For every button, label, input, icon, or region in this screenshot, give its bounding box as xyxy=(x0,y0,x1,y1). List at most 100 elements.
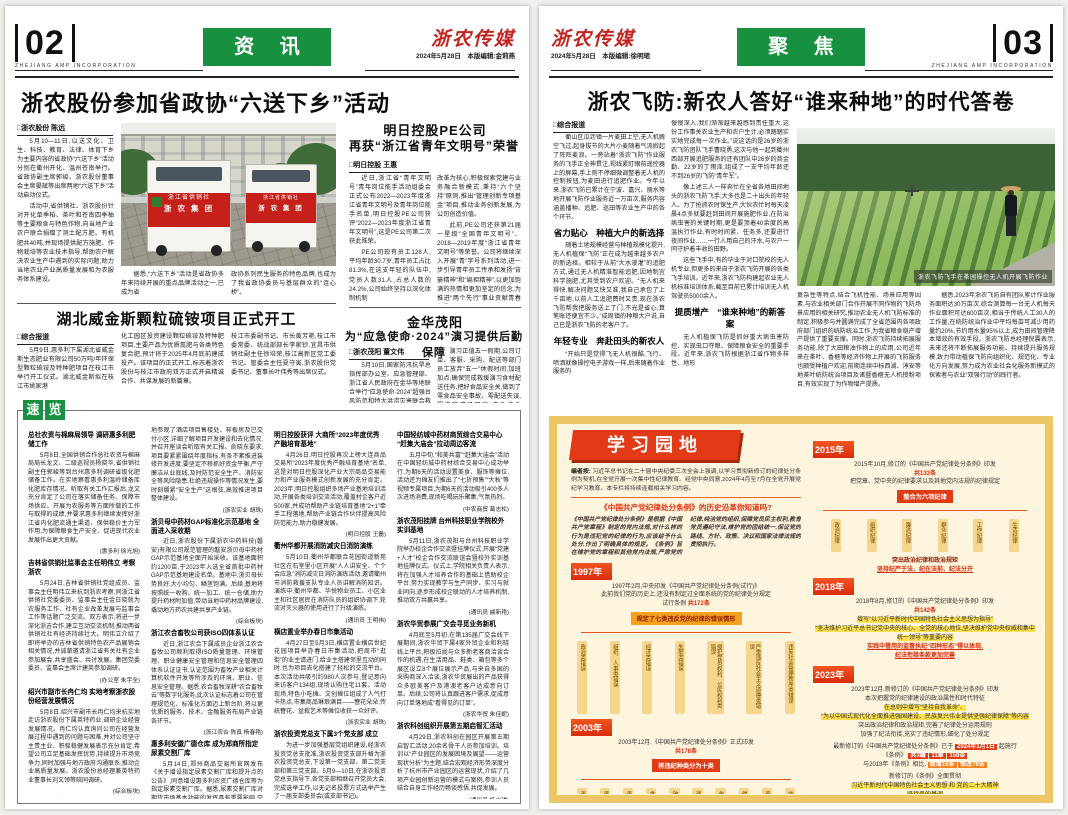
person-head xyxy=(1008,190,1014,196)
person-body xyxy=(1005,195,1017,217)
brief-item: 浙江农合畜牧公司获ISO四体系认证 近日,浙江农合下属成员企业浙江农合畜牧公司顺… xyxy=(151,630,263,736)
timeline-category-box: 失职、渎职行为 xyxy=(715,788,726,794)
timeline-line: 本次把握党的纪律建设的政治属性和时代特征 xyxy=(864,696,985,703)
count-chip: 158条 xyxy=(947,753,968,760)
truck-wheel xyxy=(211,245,222,256)
timeline-category-box: 违反社会管理秩序类错误 xyxy=(784,640,795,714)
brief-body: 地参观了酒店项目售楼处、样板房及已交付小区,详细了解项目开发建设和去化情况,并召… xyxy=(151,428,263,503)
banner-line2: 浙 农 集 团 xyxy=(163,203,215,213)
timeline-line: 2023年12月,新修订的《中国共产党纪律处分条例》印发 xyxy=(851,687,999,694)
brief-item: 浙贝母中药材GAP标准化示范基地 全面进入采收期 近日,浙农股份下属浙农中药科技… xyxy=(151,519,263,625)
timeline-category-box: 失职类错误 xyxy=(674,640,685,714)
brief-body: 4月底至5月初,在第135届广交会线下展期间,浙农华贸下属4家外贸企业和利晓线上… xyxy=(397,632,509,707)
briefs-label-char: 览 xyxy=(45,400,65,420)
brief-body: 5月10日,衢州华都联合花园街道新苑社区在石室里小区开展“人人讲安全、个个会应急… xyxy=(274,555,386,613)
brief-item: 横店置业举办春日市集活动 4月27日至5月3日,横店置业横店世纪花园项目举办春日… xyxy=(274,629,386,727)
year-tag-2003: 2003年 xyxy=(571,718,613,736)
timeline-line: 1997年2月,中央印发《中国共产党纪律处分条例(试行)》 xyxy=(611,583,761,590)
timeline-category-box: 生活纪律 xyxy=(1008,519,1019,553)
study-corner-title: 学习园地 xyxy=(607,435,703,455)
dateline: 2024年5月28日 本版编辑:金莉燕 xyxy=(416,53,515,60)
article-title: 湖北威金斯颗粒硫铵项目正式开工 xyxy=(56,311,297,328)
count-chip: 共3编 xyxy=(908,753,928,760)
timeline-note-underlined: 坚持纪严于法、纪在法前、纪法分开 xyxy=(876,567,973,574)
section-tab: 聚 焦 xyxy=(737,28,865,66)
drone-pilot xyxy=(1001,186,1021,238)
article-column: 衢山区瓜沥镇一片麦田上空,无人机腾空飞过,起身拔节的大片小麦随着气流掀起了阵阵麦… xyxy=(553,134,665,412)
paragraph: 5月10—11日,以送文化、卫生、科技、教育、法律、体育下乡为主要内容的省政协“… xyxy=(17,138,114,200)
brief-item: 明日控股获评 大商所“2023年度优秀产融培育基地” 4月26日,明日控股再次上… xyxy=(274,432,386,538)
brief-signature: (浙农实业 胡珠) xyxy=(345,720,386,727)
timeline-line: 2018年8月,修订的《中国共产党纪律处分条例》印发 xyxy=(855,599,995,606)
article-column: 复杂性等特点,结合飞机性能、场景应用等因素,与农业相关部门合作开展不同作物的飞防… xyxy=(797,292,921,412)
brief-signature: (中农商贸 葛志松) xyxy=(462,506,509,513)
tea-field-photo: 浙农飞防飞手在茶园操控无人机开展飞防作业 xyxy=(797,128,1055,286)
building-roof xyxy=(121,123,336,136)
highlighted-text: 习近平新时代中国特色社会主义思想 和 党的二十大精神 xyxy=(851,783,999,790)
paragraph: 无人机植保飞防是抓好重大病虫害防控、实现虫口夺粮、保障粮食安全的重要手段。近年来… xyxy=(671,333,789,368)
brief-item: 中国轻纺城中药材商贸综合交易中心 “赶集大庙会”拉动周边客流 五月中旬,“和美共… xyxy=(397,432,509,513)
timeline-category-box: 违反财经纪律的行为 xyxy=(692,788,703,794)
byline: □明日控股 王惠 xyxy=(349,160,429,173)
year-tag-2018: 2018年 xyxy=(813,578,855,596)
timeline-category-box: 工作纪律 xyxy=(973,519,984,553)
paragraph: 政协系列民生服务的特色品牌,也成为了我省政协委员与基层群众的“连心桥”。 xyxy=(231,271,336,297)
dateline: 2024年5月28日 本版编辑:徐明珺 xyxy=(551,53,650,60)
timeline-category-box: 违反政治纪律的行为 xyxy=(577,788,588,794)
person-legs xyxy=(1006,216,1016,236)
timeline-line: 加强了纪法衔接,充实了违纪情形,细化了处分规定 xyxy=(860,732,990,739)
paragraph: 近日,浙江省“青年文明号”青年岗位能手活动组委会正式公布2022—2023年度浙… xyxy=(349,175,431,246)
brief-signature: (通讯员 戚新艳) xyxy=(468,609,509,616)
brief-signature: (浙农实业 胡珠) xyxy=(222,507,263,514)
paragraph: 化工园区投资建设颗粒硫铵及特种肥项目,主要产品为优质氮肥与各类特色复合肥,预计将… xyxy=(121,333,224,386)
brief-body: 5月8日,全国供销合作总社农资与棉麻局局长龙文、二级巡视员杨晓华,省供销社副主任… xyxy=(28,452,140,544)
study-corner-ribbon: 学习园地 xyxy=(568,430,742,460)
timeline-category-box: 群众纪律 xyxy=(937,519,948,553)
timeline-category-box: 违反组织、人事纪律的行为 xyxy=(600,788,611,794)
article-body: 据悉,“六送下乡”活动是省政协多年来持续开展的重点品牌活动之一,已成为省 xyxy=(121,270,224,302)
timeline-note-underlined: 纪法衔接条款更加完善 xyxy=(894,653,955,660)
paragraph: 活动中,省供销社、浙农股份针对开化单季稻、茶叶和苍南四季柚等主要粮食与特色作物,… xyxy=(17,203,114,283)
page-number: 03 xyxy=(993,24,1053,62)
article-body: 5月10—11日,以送文化、卫生、科技、教育、法律、体育下乡为主要内容的省政协“… xyxy=(17,137,114,301)
section-subhead: 年轻专业 奔赴田头的新农人 xyxy=(553,336,665,347)
timeline-category-box: 组织、人事类错误 xyxy=(609,640,620,714)
category-tree-1997: 政治类错误 组织、人事类错误 经济类错误 失职类错误 侵犯党员权利、公民权利类错… xyxy=(571,628,801,714)
article-body: 枝江市委副书记、市长黄芳艳,枝江市委常委、统战部部长李家钞,宜昌市供销社副主任徐… xyxy=(231,332,336,404)
article-body: 5月9日,惠多利下属湖北省威金斯生态肥业有限公司50万吨/年环保型颗粒硫铵及特种… xyxy=(17,346,114,404)
briefs-label: 速览 xyxy=(23,400,67,420)
timeline-line: 2003年12月,《中国共产党纪律处分条例》正式印发 xyxy=(618,739,754,746)
briefs-column: 明日控股获评 大商所“2023年度优秀产融培育基地” 4月26日,明日控股再次上… xyxy=(274,427,386,799)
brief-signature: (惠多利 徐光旭) xyxy=(99,549,140,556)
lead-headline: 浙农飞防:新农人答好“谁来种地”的时代答卷 xyxy=(587,91,1015,114)
paragraph: 演习正值五一假期,公司订单、客服、采购、配送等部门员工放弃“五一”休假时间,加班… xyxy=(437,348,521,403)
timeline-highlight: 共133条 xyxy=(913,470,936,477)
brief-title: 浙江农合畜牧公司获ISO四体系认证 xyxy=(151,630,255,638)
timeline-category-box: 政治纪律 xyxy=(831,519,842,553)
timeline-line: 突出政治纪律和政治规矩,完善了纪律处分运用规则 xyxy=(858,723,992,730)
delivery-truck: 浙江省供销社 浙 农 集 团 xyxy=(245,164,317,252)
paragraph: 这些飞手中,有的毕业于对口院校的无人机专业,但更多的来自于浙农飞防开展的各类飞手… xyxy=(671,257,789,300)
timeline-highlight: 共142条 xyxy=(913,608,936,615)
highlighted-text: 在总则中增写“坚持自我革命”、 xyxy=(884,705,966,712)
briefs-column: 总社农资与棉麻局领导 调研惠多利肥储工作 5月8日,全国供销合作总社农资与棉麻局… xyxy=(28,427,140,799)
article-title: 金华茂阳 xyxy=(406,315,463,330)
timeline-category-box: 严重违反社会主义道德类错误 xyxy=(746,640,763,714)
page-number-block: 02 xyxy=(15,24,75,62)
timeline-category-box: 组织纪律 xyxy=(866,519,877,553)
study-corner: 学习园地 编者按: 习近平总书记在二十届中央纪委三次全会上强调,以学习贯彻新修订… xyxy=(549,416,1053,803)
page-number: 02 xyxy=(15,24,75,62)
timeline-line: 《条例》 共3编 11章 158条 xyxy=(813,752,1037,761)
brief-body: 5月11日,浙农茂阳与台州科技职业学院举办校企合作交流暨挂牌仪式,开展“党建+人… xyxy=(397,538,509,605)
article-title: 明日控股PE公司 xyxy=(383,123,487,138)
timeline-category-box: 侵犯党员权利、公民权利的行为 xyxy=(738,788,749,794)
paragraph: 复杂性等特点,结合飞机性能、场景应用等因素,与农业相关部门合作开展不同作物的飞防… xyxy=(797,292,921,388)
timeline-text: 与2018年《条例》相比, xyxy=(863,762,927,769)
page-number-block: 03 xyxy=(993,24,1053,62)
timeline-highlight: 共172条 xyxy=(687,601,710,608)
brief-title: 横店置业举办春日市集活动 xyxy=(274,628,354,636)
brief-signature: (通讯员 杨立琪) xyxy=(397,795,509,799)
brief-title: 浙农茂阳挂牌 台州科技职业学院校外实训基地 xyxy=(397,517,505,534)
timeline-text: 试行条例 xyxy=(662,601,687,608)
brief-body: 4月27日至5月3日,横店置业横店世纪花园项目举办春日市集活动,把周市“逛街”的… xyxy=(274,640,386,715)
